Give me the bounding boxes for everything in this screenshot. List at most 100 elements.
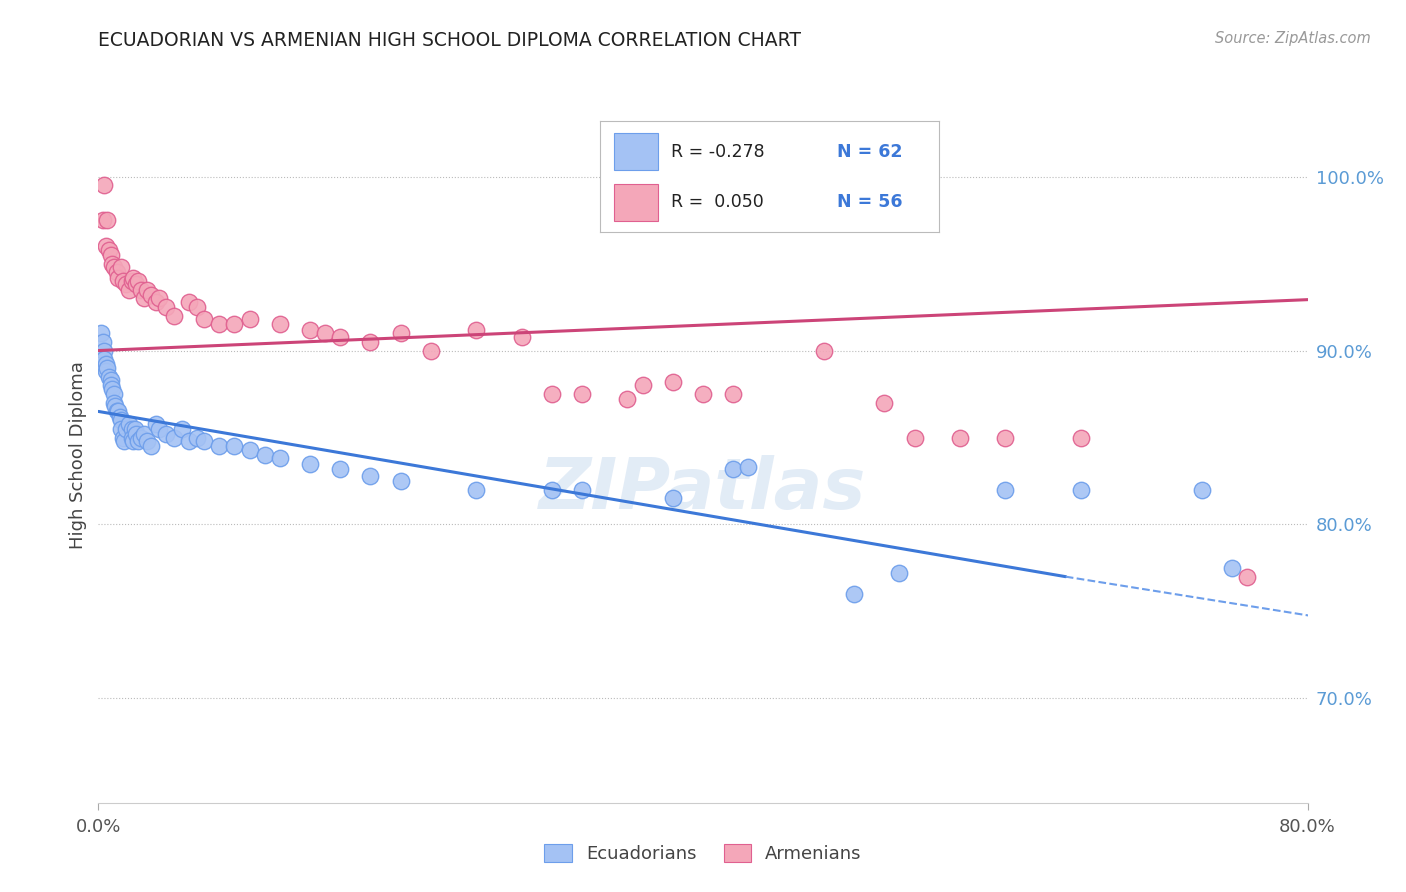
Point — [269, 451, 291, 466]
Point — [208, 439, 231, 453]
Point — [111, 431, 134, 445]
Y-axis label: High School Diploma: High School Diploma — [69, 361, 87, 549]
Point — [132, 291, 155, 305]
Point — [155, 427, 177, 442]
Point — [269, 318, 291, 332]
Point — [1191, 483, 1213, 497]
Point — [299, 323, 322, 337]
Text: Source: ZipAtlas.com: Source: ZipAtlas.com — [1215, 31, 1371, 46]
Point — [737, 460, 759, 475]
Point — [193, 434, 215, 448]
Point — [208, 318, 231, 332]
Point — [813, 343, 835, 358]
Point — [239, 442, 262, 457]
Point — [465, 323, 488, 337]
Point — [90, 326, 112, 341]
Point — [723, 462, 745, 476]
Point — [155, 300, 177, 314]
Point — [170, 422, 193, 436]
Point — [465, 483, 488, 497]
Point — [389, 474, 412, 488]
Point — [108, 409, 131, 424]
Point — [844, 587, 866, 601]
Point — [110, 422, 132, 436]
Point — [571, 387, 593, 401]
Point — [949, 431, 972, 445]
Point — [186, 431, 208, 445]
Point — [299, 457, 322, 471]
Point — [118, 417, 141, 431]
Point — [104, 399, 127, 413]
Point — [631, 378, 654, 392]
Point — [135, 434, 157, 448]
Point — [127, 274, 149, 288]
Point — [110, 413, 132, 427]
Point — [105, 404, 128, 418]
Point — [148, 291, 170, 305]
Point — [118, 283, 141, 297]
Point — [314, 326, 336, 341]
Point — [179, 294, 201, 309]
Point — [420, 343, 443, 358]
Point — [122, 270, 145, 285]
Point — [148, 422, 170, 436]
Point — [127, 434, 149, 448]
Point — [93, 352, 115, 367]
Point — [540, 387, 562, 401]
Point — [107, 270, 129, 285]
Point — [96, 213, 118, 227]
Point — [91, 213, 114, 227]
Point — [510, 329, 533, 343]
Point — [360, 334, 382, 349]
Point — [93, 178, 115, 193]
Point — [1070, 431, 1092, 445]
Point — [1070, 483, 1092, 497]
Point — [141, 288, 163, 302]
Point — [994, 431, 1017, 445]
Point — [994, 483, 1017, 497]
Point — [111, 274, 134, 288]
Point — [125, 427, 148, 442]
Point — [904, 431, 927, 445]
Point — [103, 396, 125, 410]
Point — [125, 277, 148, 292]
Point — [121, 274, 143, 288]
Point — [114, 422, 136, 436]
Point — [101, 382, 124, 396]
Point — [121, 431, 143, 445]
Point — [179, 434, 201, 448]
Point — [94, 358, 117, 372]
Point — [100, 373, 122, 387]
Point — [101, 257, 124, 271]
Point — [105, 265, 128, 279]
Point — [112, 434, 135, 448]
Point — [360, 468, 382, 483]
Text: ECUADORIAN VS ARMENIAN HIGH SCHOOL DIPLOMA CORRELATION CHART: ECUADORIAN VS ARMENIAN HIGH SCHOOL DIPLO… — [98, 31, 801, 50]
Point — [389, 326, 412, 341]
Point — [121, 422, 143, 436]
Point — [889, 566, 911, 581]
Point — [253, 448, 276, 462]
Point — [94, 364, 117, 378]
Point — [100, 378, 122, 392]
Point — [103, 387, 125, 401]
Point — [98, 243, 121, 257]
Point — [132, 427, 155, 442]
Point — [122, 434, 145, 448]
Text: ZIPatlas: ZIPatlas — [540, 455, 866, 524]
Point — [124, 422, 146, 436]
Point — [163, 309, 186, 323]
Point — [145, 417, 167, 431]
Point — [98, 369, 121, 384]
Point — [540, 483, 562, 497]
Point — [873, 396, 896, 410]
Point — [692, 387, 714, 401]
Point — [129, 431, 152, 445]
Point — [723, 387, 745, 401]
Point — [329, 462, 352, 476]
Point — [91, 334, 114, 349]
Point — [571, 483, 593, 497]
Point — [163, 431, 186, 445]
Point — [239, 312, 262, 326]
Point — [103, 260, 125, 274]
